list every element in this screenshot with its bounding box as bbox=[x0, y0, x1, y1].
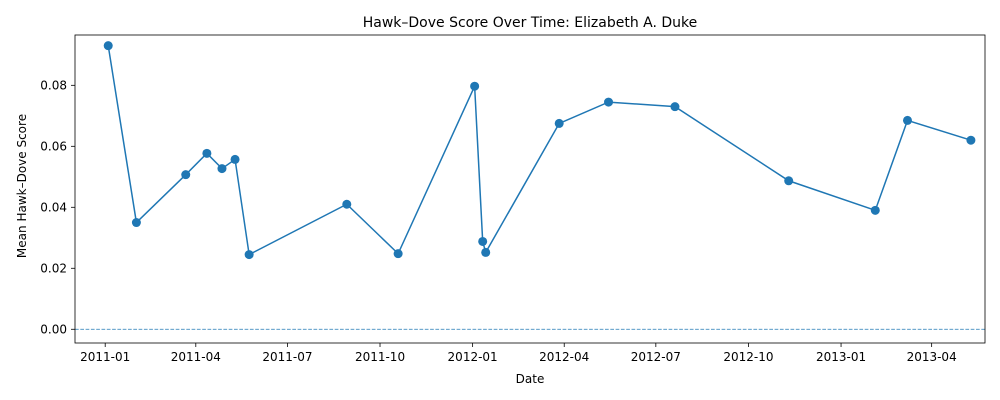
data-point bbox=[966, 135, 976, 145]
plot-area bbox=[75, 41, 985, 330]
y-tick-label: 0.02 bbox=[40, 261, 67, 275]
x-tick-label: 2012-01 bbox=[448, 350, 498, 364]
data-point bbox=[230, 154, 240, 164]
data-point bbox=[481, 247, 491, 257]
x-tick-label: 2012-04 bbox=[539, 350, 589, 364]
data-point bbox=[103, 41, 113, 51]
data-point bbox=[217, 164, 227, 174]
y-tick-label: 0.04 bbox=[40, 200, 67, 214]
x-tick-label: 2012-07 bbox=[631, 350, 681, 364]
data-point bbox=[244, 250, 254, 260]
y-tick-label: 0.08 bbox=[40, 78, 67, 92]
data-point bbox=[784, 176, 794, 186]
x-tick-label: 2013-04 bbox=[907, 350, 957, 364]
y-tick-label: 0.00 bbox=[40, 322, 67, 336]
y-tick-label: 0.06 bbox=[40, 139, 67, 153]
y-axis-title: Mean Hawk–Dove Score bbox=[15, 114, 29, 258]
x-tick-label: 2011-07 bbox=[262, 350, 312, 364]
data-point bbox=[870, 205, 880, 215]
x-tick-label: 2013-01 bbox=[816, 350, 866, 364]
axes: 2011-01 2011-04 2011-07 2011-10 2012-01 2012-… bbox=[40, 34, 986, 364]
data-point bbox=[181, 170, 191, 180]
x-tick-label: 2011-10 bbox=[355, 350, 405, 364]
x-tick-label: 2011-01 bbox=[80, 350, 130, 364]
chart-title: Hawk–Dove Score Over Time: Elizabeth A. … bbox=[363, 15, 698, 31]
data-point bbox=[470, 81, 480, 91]
data-point bbox=[554, 118, 564, 128]
axes-frame bbox=[74, 34, 986, 344]
data-point bbox=[670, 102, 680, 112]
series-line bbox=[107, 45, 972, 256]
data-point bbox=[902, 115, 912, 125]
x-tick-label: 2012-10 bbox=[723, 350, 773, 364]
data-point bbox=[342, 199, 352, 209]
x-axis-title: Date bbox=[516, 372, 545, 386]
x-tick-label: 2011-04 bbox=[171, 350, 221, 364]
data-point bbox=[393, 249, 403, 259]
data-point bbox=[478, 236, 488, 246]
data-point bbox=[131, 218, 141, 228]
data-point bbox=[604, 97, 614, 107]
data-point bbox=[202, 148, 212, 158]
